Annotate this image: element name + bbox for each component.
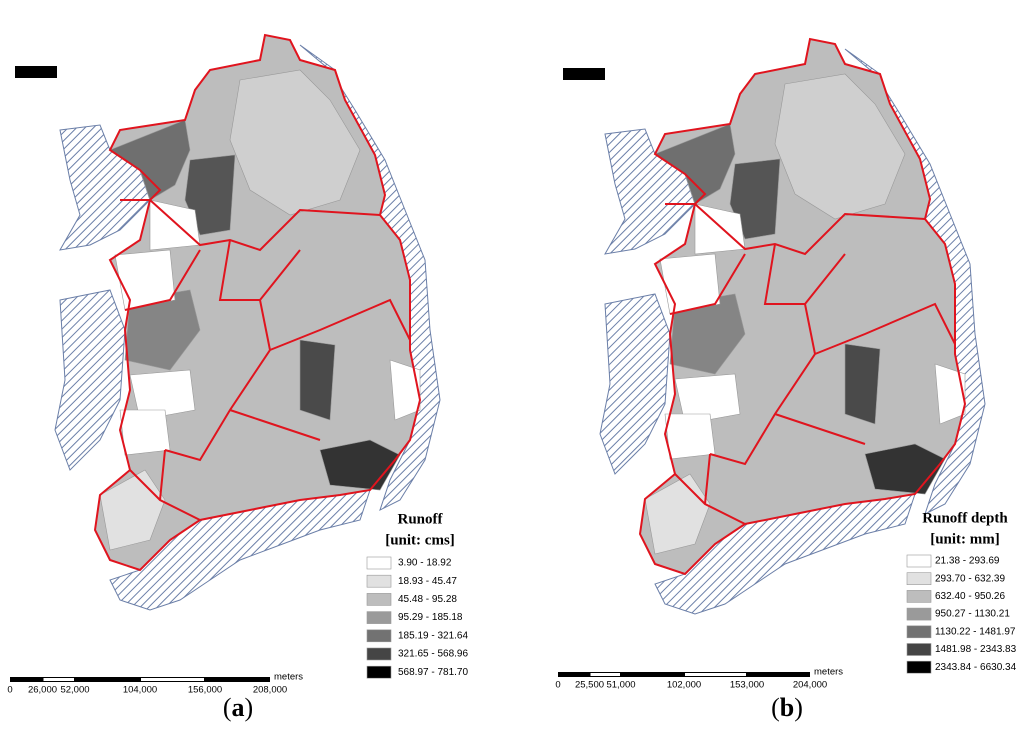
scale-label: 204,000 — [793, 680, 827, 691]
scale-label: 0 — [555, 680, 560, 691]
legend-label: 21.38 - 293.69 — [935, 556, 1000, 567]
caption-letter: b — [780, 693, 794, 722]
scale-label: 102,000 — [667, 680, 701, 691]
legend-swatch — [366, 593, 392, 606]
scale-unit: meters — [274, 672, 303, 683]
scale-label: 26,000 — [28, 685, 57, 696]
legend-swatch — [906, 590, 932, 603]
legend-swatch — [906, 554, 932, 568]
legend-label: 293.70 - 632.39 — [935, 573, 1005, 584]
legend-label: 1481.98 - 2343.83 — [935, 644, 1017, 655]
legend-title: Runoff depth — [922, 510, 1008, 526]
legend-label: 3.90 - 18.92 — [398, 558, 452, 569]
map-a — [54, 34, 441, 611]
scale-segment — [590, 673, 620, 676]
map-b — [599, 38, 986, 615]
legend-swatch — [366, 556, 392, 570]
legend-unit: [unit: cms] — [385, 532, 455, 548]
legend-label: 568.97 - 781.70 — [398, 667, 468, 678]
legend-swatch — [906, 660, 932, 674]
legend-title: Runoff — [397, 511, 443, 527]
scale-bar — [558, 672, 810, 677]
north-block — [563, 68, 605, 80]
legend-swatch — [366, 611, 392, 624]
caption-open: ( — [771, 693, 780, 722]
panels: Runoff [unit: cms] 3.90 - 18.92 18.93 - 45.… — [7, 510, 1016, 722]
legend-swatch — [906, 607, 932, 621]
legend-unit: [unit: mm] — [930, 531, 1000, 547]
scale-segment — [43, 678, 74, 681]
caption: (a) — [223, 693, 253, 722]
caption-open: ( — [223, 693, 232, 722]
scale-label: 25,500 — [575, 680, 604, 691]
legend-swatch — [366, 665, 392, 679]
scale-unit: meters — [814, 667, 843, 678]
legend-label: 95.29 - 185.18 — [398, 612, 463, 623]
legend-swatch — [906, 572, 932, 586]
scale-label: 51,000 — [606, 680, 635, 691]
scale-bar — [10, 677, 270, 682]
legend-label: 1130.22 - 1481.97 — [935, 626, 1016, 637]
caption-close: ) — [245, 693, 254, 722]
legend-label: 18.93 - 45.47 — [398, 576, 457, 587]
scale-label: 52,000 — [60, 685, 89, 696]
scale-segment — [685, 673, 746, 676]
north-block — [15, 66, 57, 78]
legend-swatch — [366, 574, 392, 588]
scale-label: 156,000 — [188, 685, 222, 696]
scale-label: 153,000 — [730, 680, 764, 691]
scale-label: 104,000 — [123, 685, 157, 696]
legend-label: 321.65 - 568.96 — [398, 649, 468, 660]
legend-label: 632.40 - 950.26 — [935, 591, 1005, 602]
legend-swatch — [366, 629, 392, 643]
legend-label: 45.48 - 95.28 — [398, 594, 457, 605]
legend-swatch — [906, 643, 932, 656]
caption-close: ) — [794, 693, 803, 722]
caption-letter: a — [232, 693, 245, 722]
legend-label: 950.27 - 1130.21 — [935, 609, 1010, 620]
scale-segment — [141, 678, 204, 681]
scale-label: 208,000 — [253, 685, 287, 696]
legend-label: 2343.84 - 6630.34 — [935, 662, 1017, 673]
legend-swatch — [906, 625, 932, 639]
legend-label: 185.19 - 321.64 — [398, 630, 468, 641]
legend-swatch — [366, 647, 392, 661]
scale-label: 0 — [7, 685, 12, 696]
caption: (b) — [771, 693, 803, 722]
